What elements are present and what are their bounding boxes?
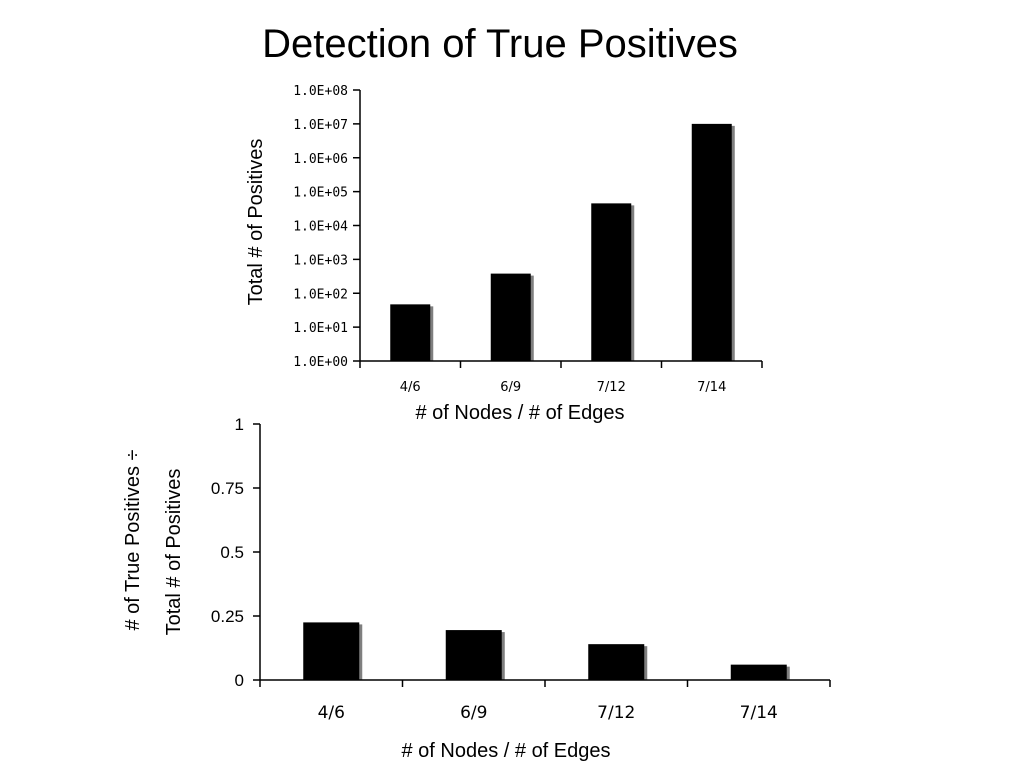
c2-x-tick-label: 7/14	[740, 703, 778, 723]
c2-bar	[445, 630, 502, 680]
c1-bar	[691, 123, 732, 361]
c1-y-tick-label: 1.0E+03	[293, 253, 348, 268]
c1-y-tick-label: 1.0E+06	[293, 152, 348, 167]
c1-x-tick-label: 7/12	[597, 380, 626, 395]
c1-x-tick-label: 6/9	[500, 380, 521, 395]
c1-y-tick-label: 1.0E+08	[293, 84, 348, 99]
chart-true-positive-ratio: 0 0.25 0.5 0.75 1 4/6 6/9 7/12 7/14 # of Nodes /…	[122, 415, 831, 762]
c1-bar	[390, 304, 431, 361]
c2-x-tick-label: 4/6	[318, 703, 345, 723]
c2-y-tick-label: 0.5	[220, 543, 244, 562]
c2-bar	[303, 622, 360, 680]
c1-y-tick-label: 1.0E+00	[293, 355, 348, 370]
c1-y-tick-label: 1.0E+05	[293, 186, 348, 201]
c1-x-tick-label: 4/6	[400, 380, 421, 395]
c1-bar	[490, 273, 531, 361]
c2-y-axis-label-line1: # of True Positives ÷	[122, 449, 144, 630]
c1-x-axis-label: # of Nodes / # of Edges	[415, 402, 624, 424]
c1-x-tick-label: 7/14	[697, 380, 726, 395]
c2-y-tick-label: 0	[235, 671, 244, 690]
c2-x-axis-label: # of Nodes / # of Edges	[401, 740, 610, 762]
page-title: Detection of True Positives	[262, 22, 738, 66]
c2-y-tick-label: 0.25	[211, 607, 244, 626]
c1-y-axis-label: Total # of Positives	[245, 139, 267, 306]
c2-y-axis-label-line2: Total # of Positives	[163, 469, 185, 636]
c2-bar	[588, 644, 645, 680]
c1-y-tick-label: 1.0E+07	[293, 118, 348, 133]
c2-x-tick-label: 7/12	[597, 703, 635, 723]
c2-y-tick-label: 0.75	[211, 479, 244, 498]
c1-y-tick-label: 1.0E+02	[293, 287, 348, 302]
c2-x-tick-label: 6/9	[460, 703, 487, 723]
c2-bar	[730, 664, 787, 680]
c1-y-tick-label: 1.0E+04	[293, 220, 348, 235]
c1-bar	[591, 203, 632, 361]
c2-y-tick-label: 1	[235, 415, 244, 434]
c1-y-tick-label: 1.0E+01	[293, 321, 348, 336]
chart-total-positives: 1.0E+00 1.0E+01 1.0E+02 1.0E+03 1.0E+04 1.0E+…	[245, 84, 763, 424]
